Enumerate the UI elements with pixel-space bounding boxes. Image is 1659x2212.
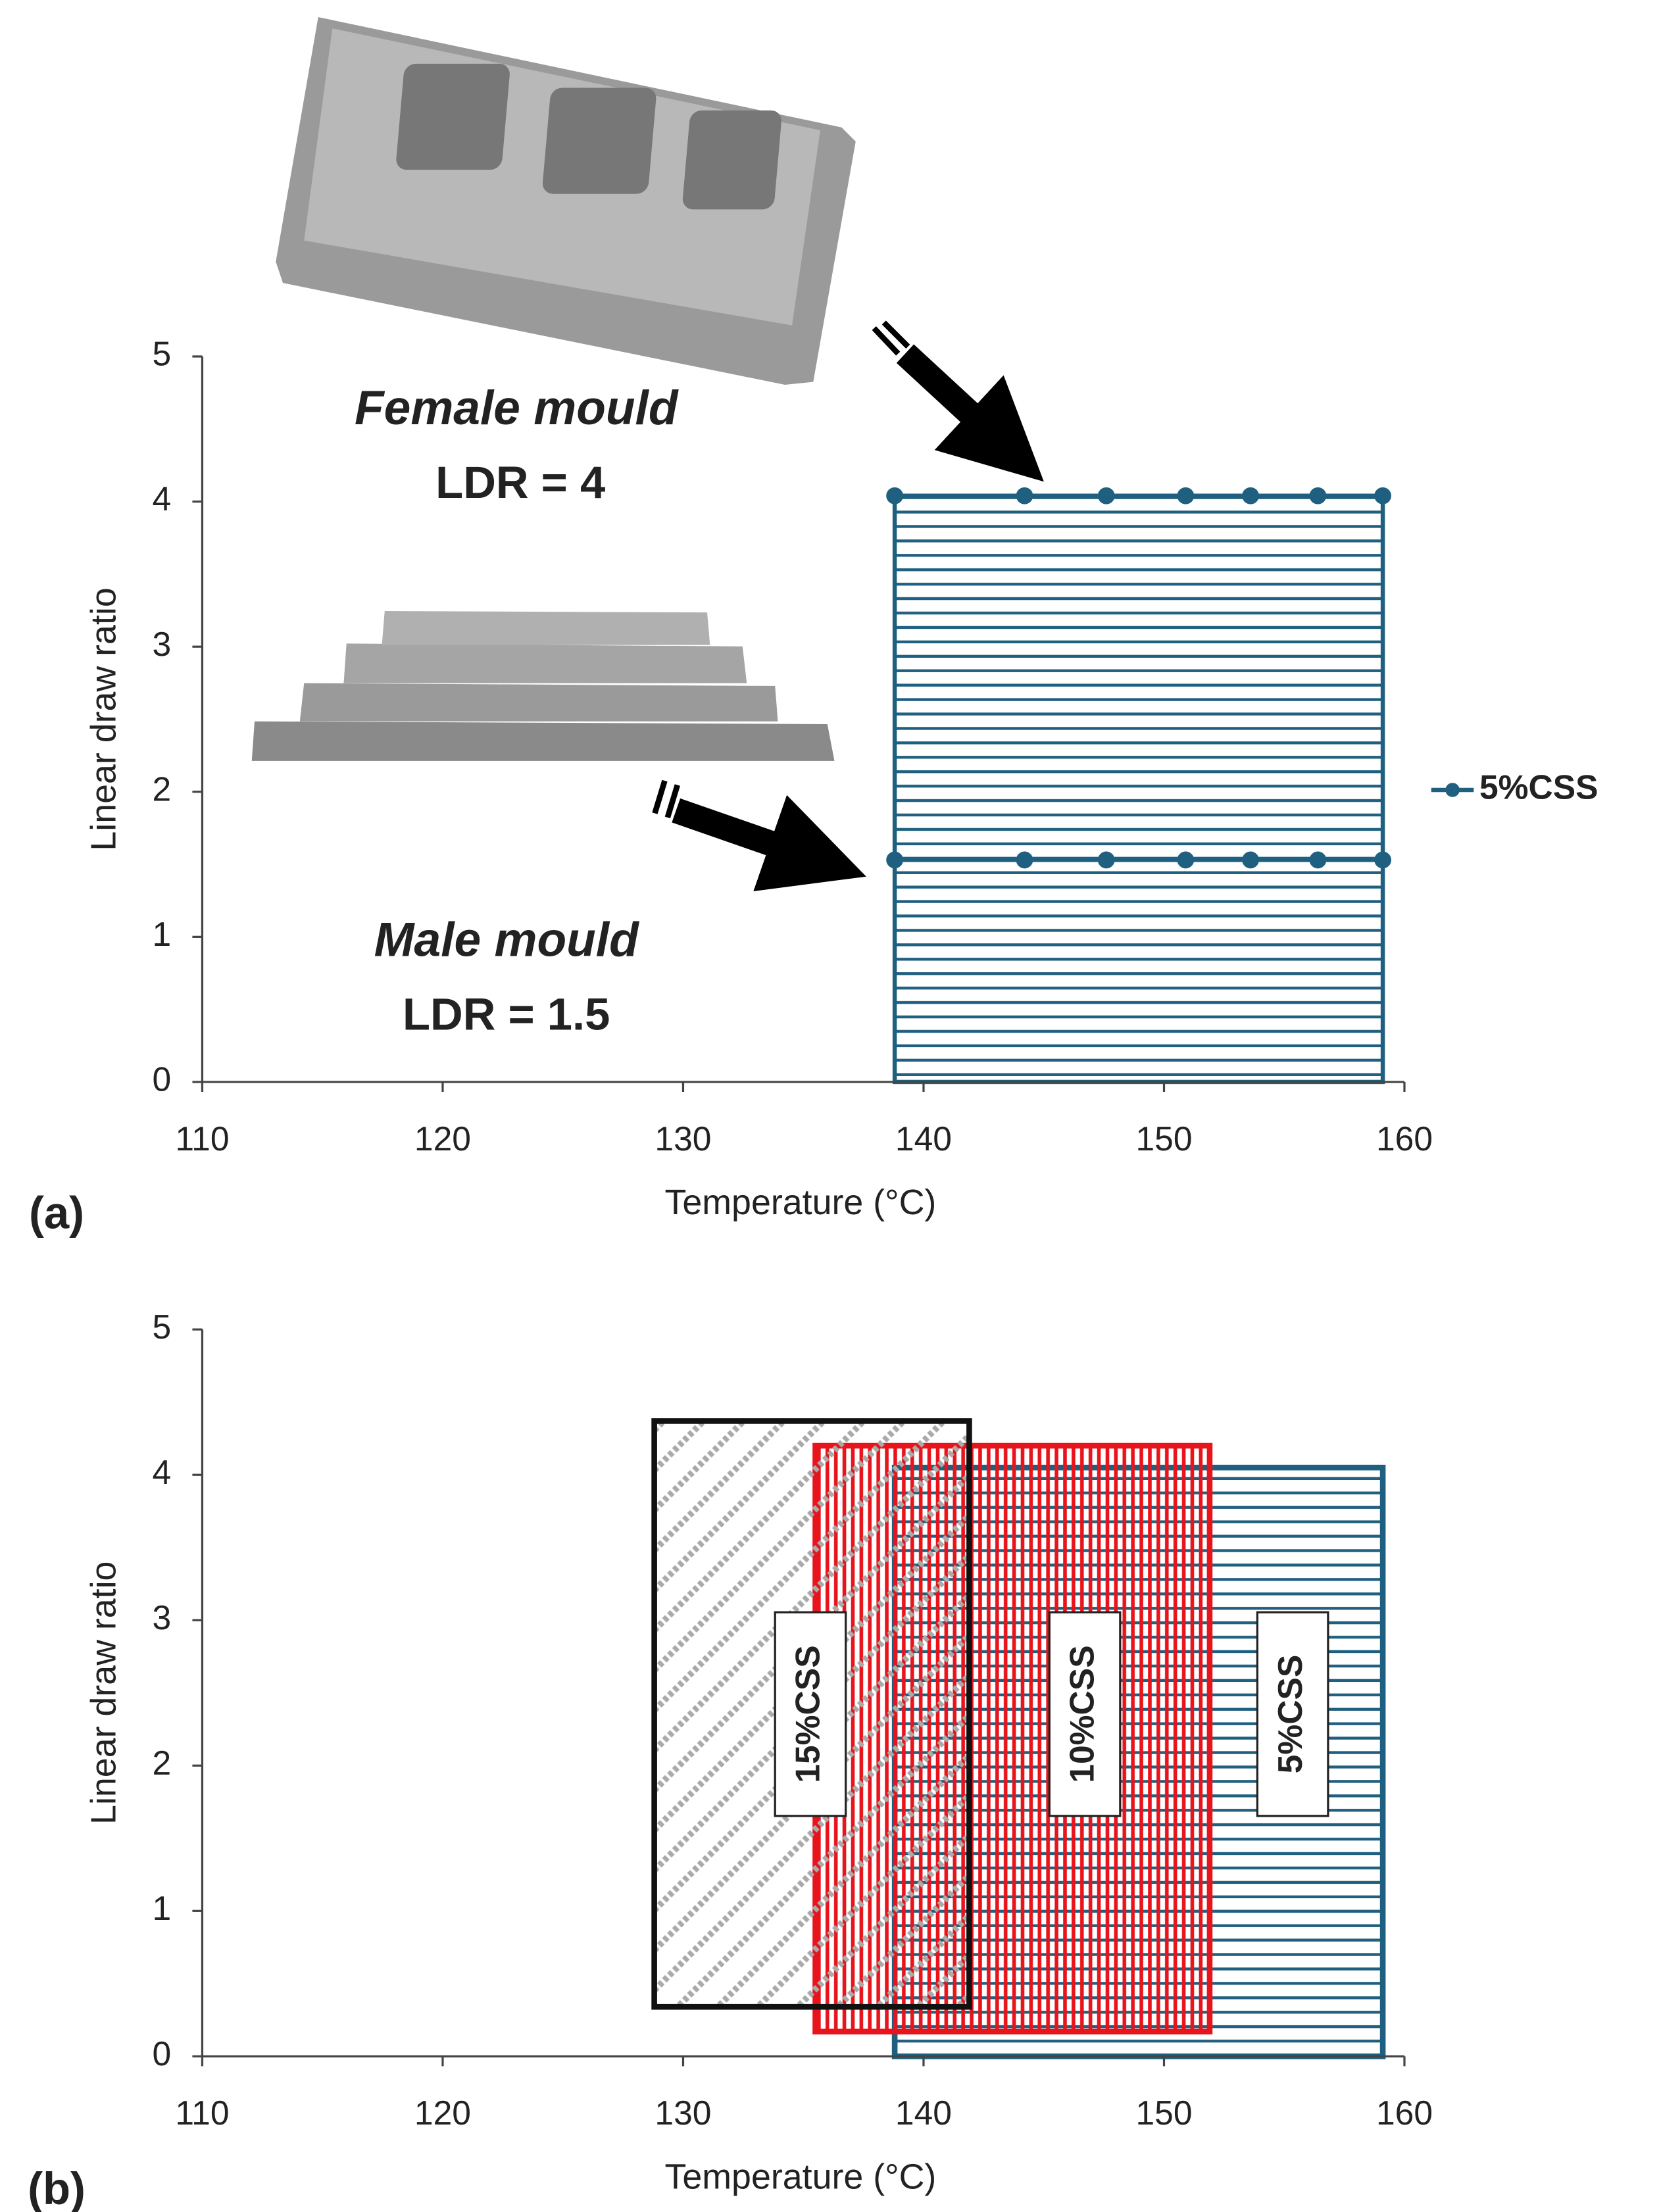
- annotation: Male mould: [374, 914, 639, 967]
- y-tick-label: 1: [152, 915, 171, 953]
- x-tick-label: 140: [895, 1119, 952, 1158]
- legend-marker: [1445, 783, 1460, 797]
- y-tick-label: 4: [152, 479, 171, 518]
- region-label: 5%CSS: [1271, 1655, 1309, 1774]
- annotation: LDR = 4: [435, 457, 605, 508]
- y-tick-label: 4: [152, 1453, 171, 1491]
- y-tick-label: 0: [152, 2034, 171, 2073]
- y-axis-label: Linear draw ratio: [84, 587, 123, 850]
- x-tick-label: 150: [1135, 2094, 1192, 2132]
- x-tick-label: 160: [1376, 2094, 1433, 2132]
- annotation: LDR = 1.5: [403, 989, 610, 1039]
- x-tick-label: 110: [175, 1119, 229, 1158]
- chart: 5%CSS 10%CSS 15%CSS 0 1 2 3 4 5 110 120 130 140 150 16…: [28, 1308, 1433, 2212]
- x-axis-label: Temperature (°C): [665, 1183, 937, 1222]
- y-tick-label: 2: [152, 1744, 171, 1782]
- legend-label: 5%CSS: [1479, 768, 1598, 806]
- female-mould-photo: [276, 16, 856, 385]
- label-box: [774, 1611, 847, 1817]
- x-tick-label: 130: [655, 1119, 711, 1158]
- y-tick-label: 0: [152, 1060, 171, 1098]
- x-tick-label: 140: [895, 2094, 952, 2132]
- y-axis-label: Linear draw ratio: [84, 1561, 123, 1825]
- y-tick-label: 1: [152, 1889, 171, 1927]
- x-tick-label: 130: [655, 2094, 711, 2132]
- x-tick-label: 110: [175, 2094, 229, 2132]
- region: [892, 493, 1385, 1085]
- panel-label: (b): [28, 2163, 86, 2212]
- marker: [1374, 851, 1391, 869]
- marker: [1374, 487, 1391, 504]
- y-tick-label: 3: [152, 625, 171, 663]
- male-mould-photo: [251, 610, 835, 761]
- y-tick-label: 5: [152, 335, 171, 373]
- panel-label: (a): [29, 1187, 84, 1238]
- x-tick-label: 160: [1376, 1119, 1433, 1158]
- x-axis-label: Temperature (°C): [665, 2157, 937, 2197]
- x-tick-label: 120: [414, 1119, 471, 1158]
- region-label: 10%CSS: [1063, 1645, 1101, 1782]
- x-tick-label: 120: [414, 2094, 471, 2132]
- annotation: Female mould: [355, 381, 679, 435]
- label-box: [1256, 1611, 1329, 1817]
- arrows: [652, 320, 1044, 891]
- region-label: 15%CSS: [789, 1645, 827, 1782]
- label-box: [1048, 1611, 1122, 1817]
- y-tick-label: 5: [152, 1308, 171, 1346]
- chart: 0 1 2 3 4 5 110 120 130 140 150 160 Temperature (°C)…: [29, 335, 1598, 1239]
- y-tick-label: 3: [152, 1598, 171, 1636]
- x-tick-label: 150: [1135, 1119, 1192, 1158]
- y-tick-label: 2: [152, 770, 171, 808]
